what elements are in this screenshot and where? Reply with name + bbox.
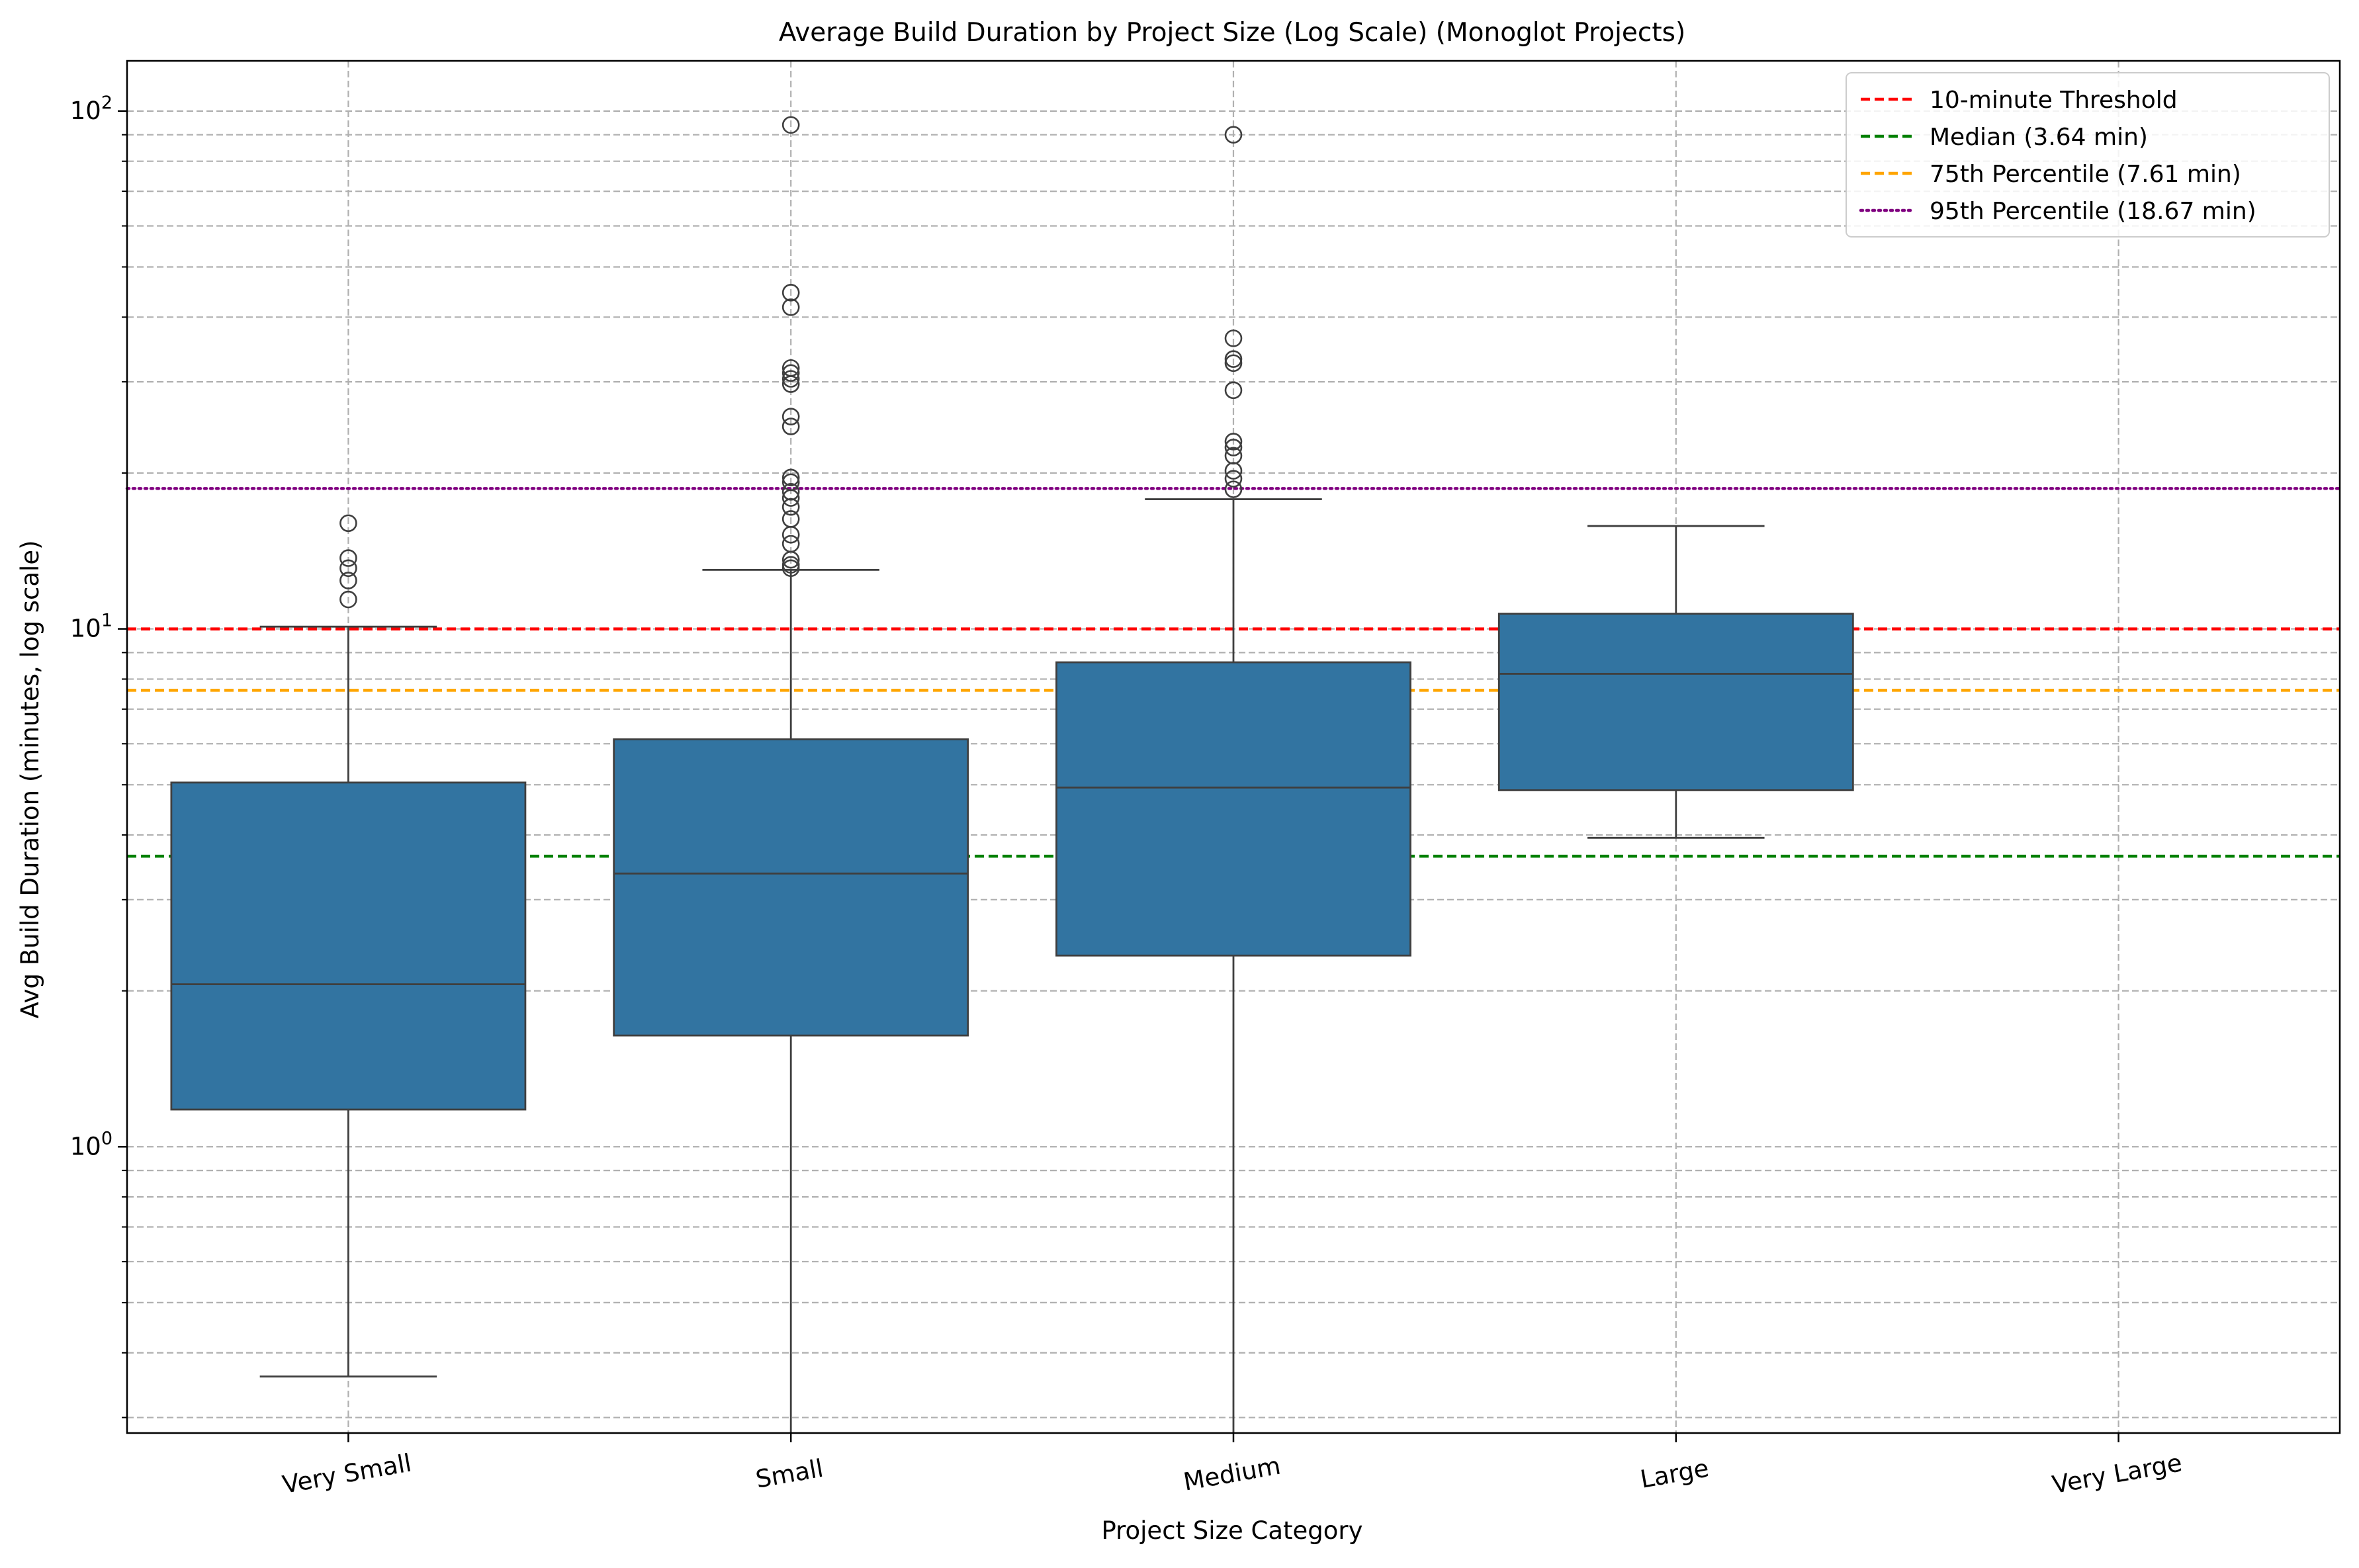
outlier-point xyxy=(781,408,800,426)
legend-entry-label: Median (3.64 min) xyxy=(1930,124,2148,151)
legend-entry-label: 95th Percentile (18.67 min) xyxy=(1930,198,2256,225)
outlier-point xyxy=(1224,480,1243,498)
chart-title: Average Build Duration by Project Size (… xyxy=(779,18,1685,48)
box-iqr xyxy=(170,781,527,1111)
y-tick-label: 100 xyxy=(70,1128,112,1160)
outlier-point xyxy=(1224,381,1243,400)
outlier-point xyxy=(781,510,800,528)
outlier-point xyxy=(339,514,357,533)
outlier-point xyxy=(1224,447,1243,465)
box-plot xyxy=(613,116,969,1433)
y-tick-label: 102 xyxy=(70,93,112,125)
outlier-point xyxy=(781,473,800,492)
legend-entry-label: 75th Percentile (7.61 min) xyxy=(1930,161,2241,188)
y-tick-label: 101 xyxy=(70,611,112,643)
outlier-point xyxy=(339,549,357,567)
outlier-point xyxy=(781,359,800,377)
outlier-point xyxy=(781,116,800,134)
box-plot xyxy=(1497,525,1854,839)
box-iqr xyxy=(613,738,969,1037)
box-plot xyxy=(170,514,527,1377)
box-plot xyxy=(1055,126,1411,1433)
boxes-layer xyxy=(170,116,1854,1433)
outlier-point xyxy=(781,556,800,574)
outlier-point xyxy=(781,364,800,382)
outlier-point xyxy=(781,482,800,501)
outlier-point xyxy=(339,572,357,589)
box-iqr xyxy=(1497,613,1854,791)
outlier-point xyxy=(781,535,800,553)
outlier-point xyxy=(1224,126,1243,144)
outlier-point xyxy=(339,590,357,609)
outlier-point xyxy=(1224,354,1243,372)
outlier-point xyxy=(781,370,800,388)
x-axis-label: Project Size Category xyxy=(1101,1516,1362,1545)
outlier-point xyxy=(781,417,800,435)
legend: 10-minute Threshold Median (3.64 min) 75th… xyxy=(1846,72,2330,238)
outlier-point xyxy=(1224,329,1243,347)
outlier-point xyxy=(1224,433,1243,451)
legend-entry-label: 10-minute Threshold xyxy=(1930,87,2178,114)
outlier-point xyxy=(339,559,357,578)
outlier-point xyxy=(1224,470,1243,488)
box-iqr xyxy=(1055,661,1411,957)
y-axis-label: Avg Build Duration (minutes, log scale) xyxy=(16,540,44,1018)
outlier-point xyxy=(1224,439,1243,457)
outlier-point xyxy=(781,468,800,487)
legend-box xyxy=(1846,72,2330,238)
outlier-point xyxy=(781,284,800,302)
outlier-point xyxy=(1224,350,1243,368)
outlier-point xyxy=(781,298,800,316)
